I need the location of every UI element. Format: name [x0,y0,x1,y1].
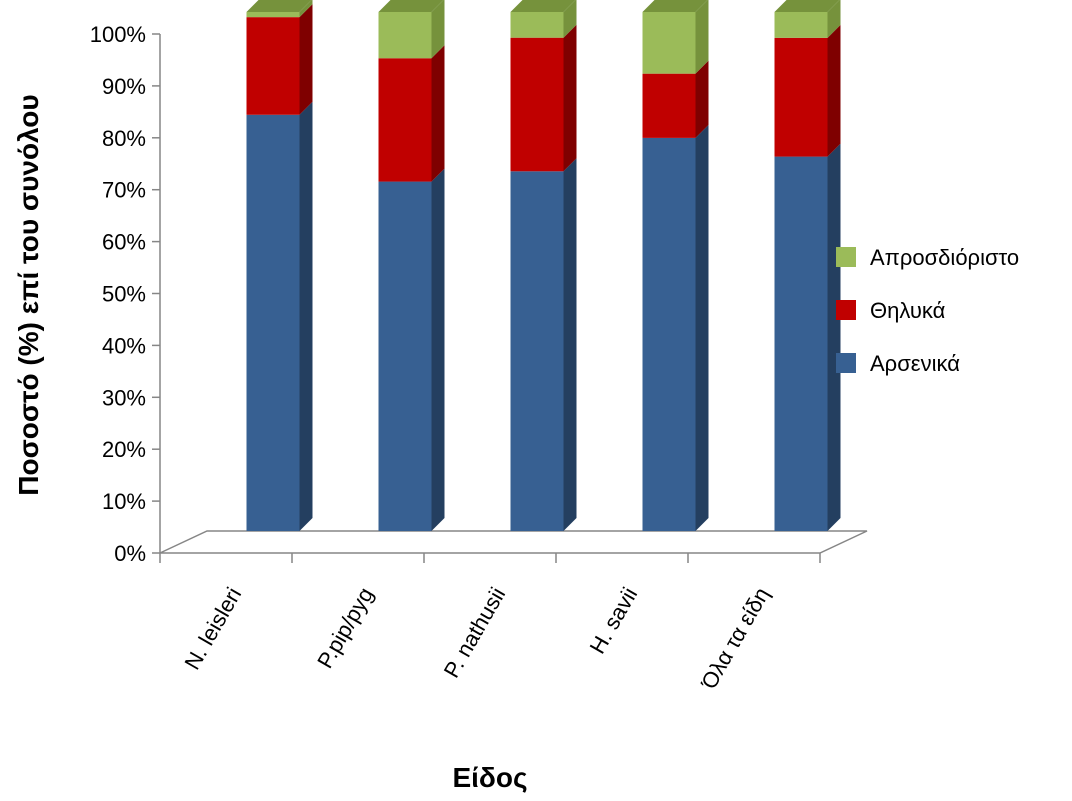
bar-segment [378,181,432,531]
bar-segment-side [695,124,709,531]
y-tick-label: 90% [102,74,146,99]
bar-segment [642,137,696,531]
bar-segment [774,37,828,157]
bars [246,0,841,531]
bar-segment-side [299,4,313,115]
bar-segment [510,12,564,38]
y-axis-title: Ποσοστό (%) επί του συνόλου [13,94,44,495]
bar-top [774,0,840,12]
bar-top [246,0,312,12]
bar-segment [642,73,696,138]
bar-segment-side [563,24,577,172]
bar-segment [378,58,432,182]
bar-segment [774,156,828,531]
bar-segment [510,171,564,531]
bar-segment-side [827,0,841,38]
x-tick-label: P. nathusii [439,583,511,682]
bar-top [642,0,708,12]
chart-floor [159,530,868,554]
bar-segment [378,12,432,59]
x-tick-label: P.pip/pyg [312,583,378,672]
bar-segment [642,12,696,74]
bar-segment-side [827,143,841,531]
bar-segment-side [299,0,313,18]
y-tick-label: 70% [102,178,146,203]
y-axis: 0% 10% 20% 30% 40% 50% 60% 70% 80% 90% 100% [90,22,821,566]
bar-top [378,0,444,12]
bar-segment-side [431,0,445,59]
bar-segment-side [695,0,709,74]
bar-group [774,0,841,531]
bar-segment-side [563,0,577,38]
x-tick-label: H. savii [585,583,643,658]
y-tick-label: 60% [102,230,146,255]
y-tick-label: 40% [102,333,146,358]
legend-label: Αρσενικά [870,351,960,376]
bar-group [378,0,445,531]
legend-swatch [836,247,856,267]
y-tick-label: 30% [102,385,146,410]
bar-segment [246,12,300,18]
x-tick-label: Όλα τα είδη [696,583,775,694]
y-tick-label: 80% [102,126,146,151]
bar-segment-side [299,101,313,531]
legend-swatch [836,300,856,320]
x-axis-title: Είδος [452,762,527,793]
bar-segment-side [431,168,445,531]
bar-segment-side [563,158,577,531]
bar-segment [510,37,564,172]
bar-segment [774,12,828,38]
floor-outline [159,530,868,554]
x-tick-label: N. leisleri [179,583,246,674]
bar-segment [246,17,300,115]
legend-label: Απροσδιόριστο [870,245,1019,270]
y-tick-label: 50% [102,282,146,307]
y-tick-label: 10% [102,489,146,514]
bar-top [510,0,576,12]
bar-segment [246,114,300,531]
category-labels: N. leisleri P.pip/pyg P. nathusii H. savii Ό… [179,583,774,694]
bar-segment-side [695,60,709,138]
bar-group [246,0,313,531]
y-tick-label: 0% [114,541,146,566]
bar-segment-side [827,24,841,157]
y-tick-label: 20% [102,437,146,462]
legend-swatch [836,353,856,373]
bar-group [642,0,709,531]
y-tick-label: 100% [90,22,146,47]
legend-label: Θηλυκά [870,298,946,323]
legend: Απροσδιόριστο Θηλυκά Αρσενικά [836,245,1019,376]
bar-segment-side [431,45,445,182]
bar-group [510,0,577,531]
